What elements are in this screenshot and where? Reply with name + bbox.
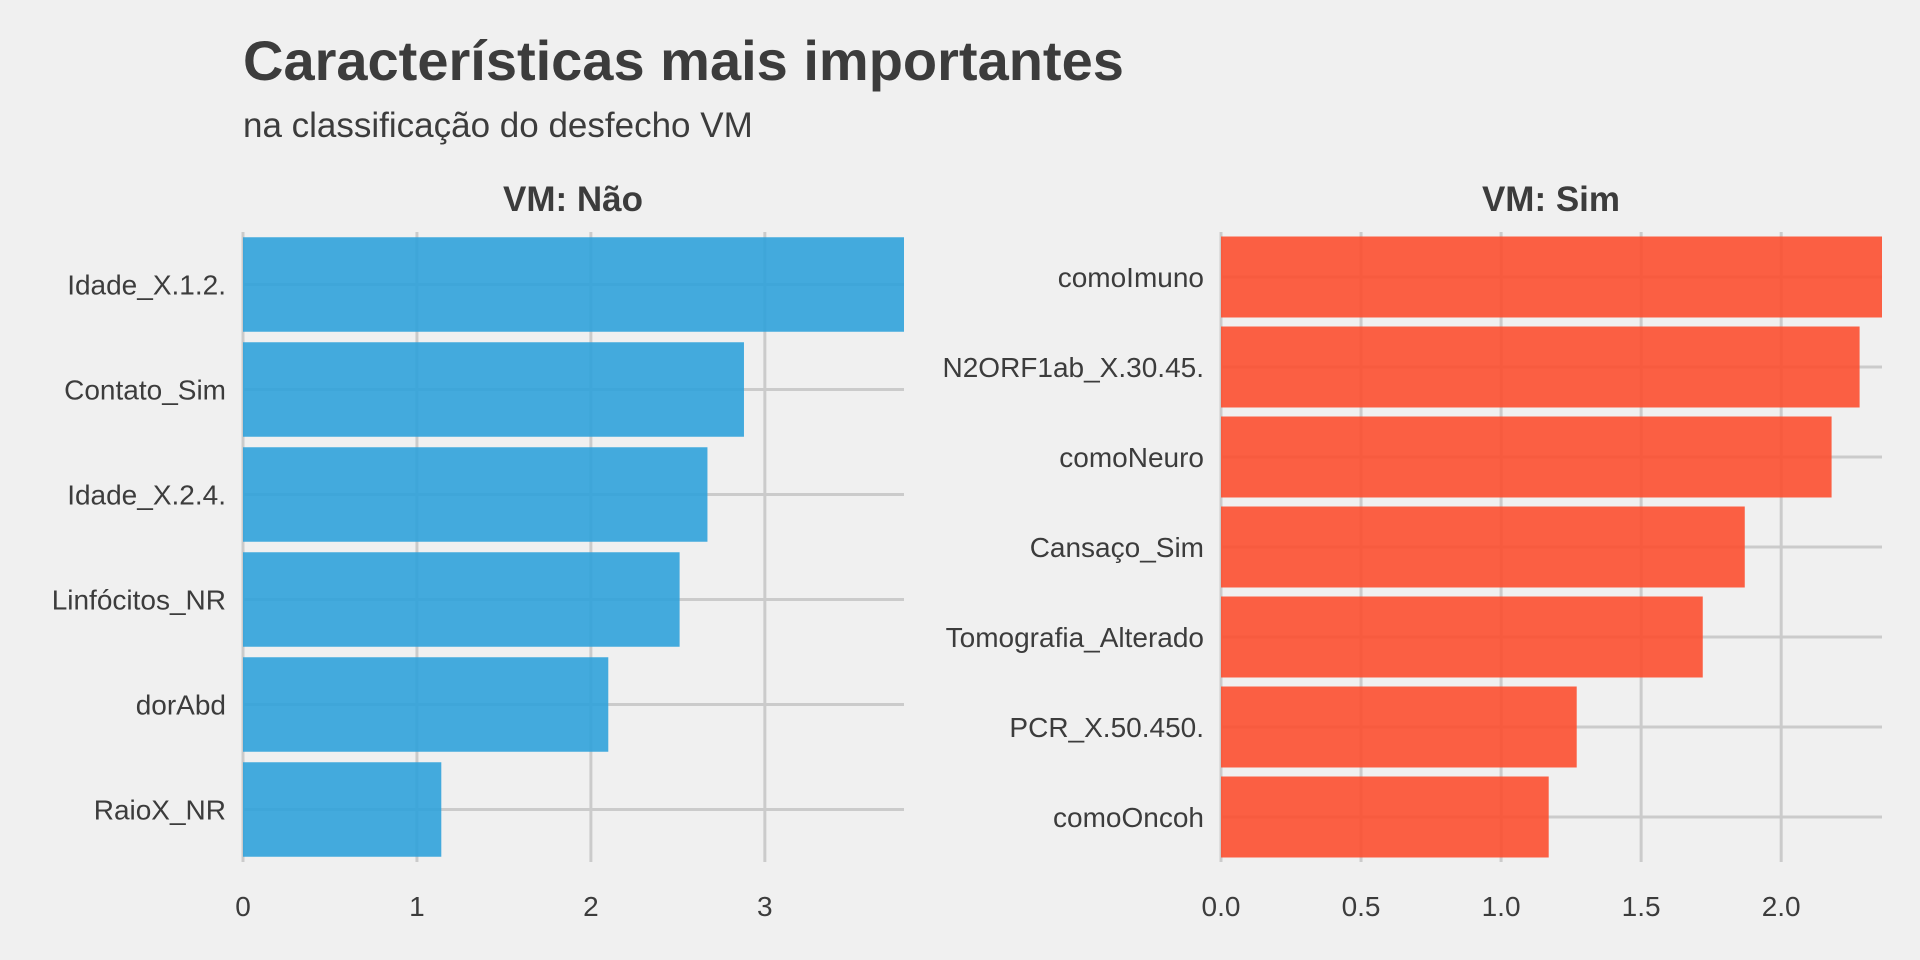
category-label: Tomografia_Alterado [946,622,1204,653]
category-label: RaioX_NR [94,795,226,826]
bar [1221,596,1703,678]
bar [1221,686,1577,768]
bar [1221,506,1745,588]
category-label: comoNeuro [1059,442,1204,473]
x-tick-label: 1.0 [1482,891,1521,922]
bar [243,342,744,437]
category-label: PCR_X.50.450. [1009,712,1204,743]
x-tick-label: 2.0 [1762,891,1801,922]
panel-title: VM: Sim [1482,180,1620,219]
bar [1221,326,1860,408]
bar [1221,776,1549,858]
panel-title: VM: Não [503,180,643,219]
category-label: N2ORF1ab_X.30.45. [943,352,1205,383]
category-label: Idade_X.2.4. [67,480,226,511]
category-label: comoOncoh [1053,802,1204,833]
category-label: Contato_Sim [64,375,226,406]
bar [1221,416,1832,498]
x-tick-label: 1.5 [1622,891,1661,922]
x-tick-label: 0.5 [1342,891,1381,922]
bar [243,237,904,332]
x-tick-label: 1 [409,891,425,922]
category-label: dorAbd [136,690,226,721]
bar [1221,236,1882,318]
x-tick-label: 0 [235,891,251,922]
category-label: comoImuno [1058,262,1204,293]
bar [243,762,442,857]
bar [243,447,708,542]
category-label: Cansaço_Sim [1030,532,1204,563]
chart-subtitle: na classificação do desfecho VM [243,106,753,145]
category-label: Linfócitos_NR [52,585,226,616]
x-tick-label: 0.0 [1202,891,1241,922]
bar [243,552,680,647]
chart-title: Características mais importantes [243,29,1124,92]
category-label: Idade_X.1.2. [67,270,226,301]
x-tick-label: 3 [757,891,773,922]
bar [243,657,609,752]
x-tick-label: 2 [583,891,599,922]
